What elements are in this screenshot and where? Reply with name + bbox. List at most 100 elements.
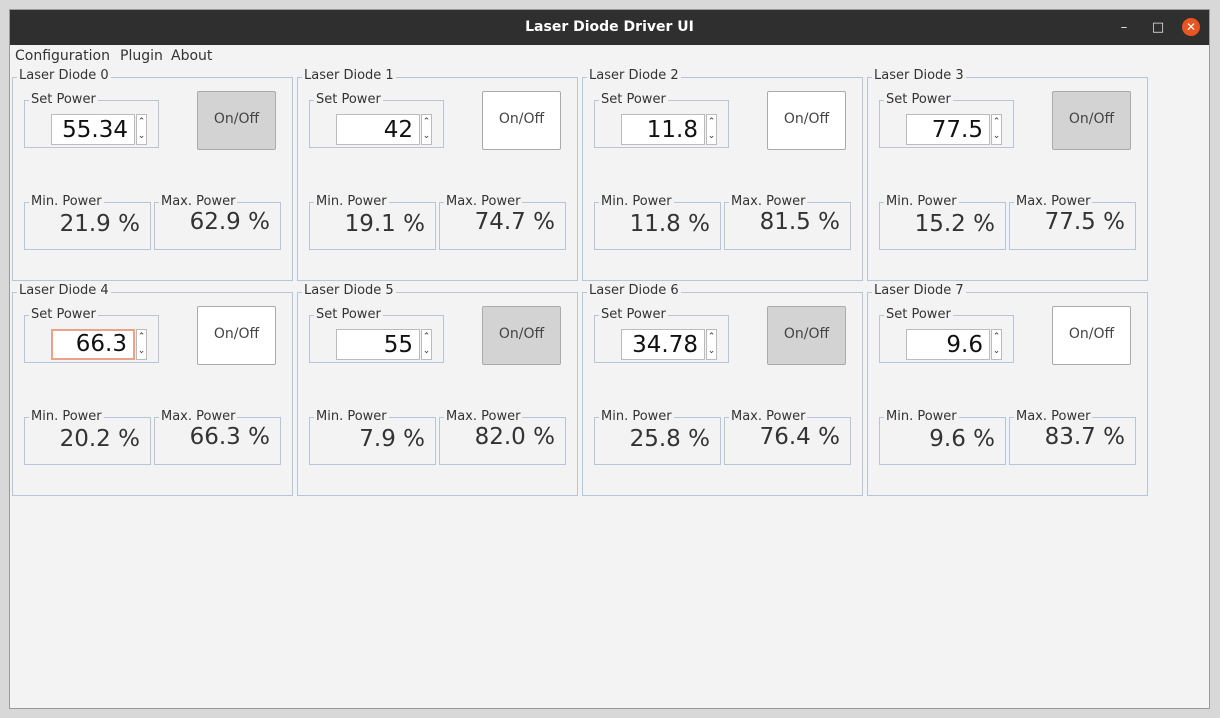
set-power-spinner[interactable]: ⌃ ⌄ bbox=[991, 114, 1002, 145]
set-power-spinner[interactable]: ⌃ ⌄ bbox=[421, 329, 432, 360]
min-power-value: 7.9 % bbox=[359, 426, 425, 452]
onoff-toggle-button[interactable]: On/Off bbox=[482, 306, 561, 365]
title-bar[interactable]: Laser Diode Driver UI – □ ✕ bbox=[10, 10, 1209, 45]
onoff-toggle-button[interactable]: On/Off bbox=[482, 91, 561, 150]
laser-diode-panel-6: Laser Diode 6 Set Power 34.78 ⌃ ⌄ On/Off… bbox=[582, 283, 863, 496]
max-power-group: Max. Power 77.5 % bbox=[1009, 194, 1136, 250]
onoff-toggle-button[interactable]: On/Off bbox=[767, 91, 846, 150]
chevron-down-icon[interactable]: ⌄ bbox=[137, 131, 146, 141]
min-power-label: Min. Power bbox=[314, 409, 389, 424]
set-power-input[interactable]: 34.78 bbox=[621, 329, 705, 360]
set-power-label: Set Power bbox=[314, 307, 383, 322]
close-icon[interactable]: ✕ bbox=[1182, 18, 1200, 36]
set-power-input[interactable]: 11.8 bbox=[621, 114, 705, 145]
max-power-group: Max. Power 83.7 % bbox=[1009, 409, 1136, 465]
chevron-up-icon[interactable]: ⌃ bbox=[137, 117, 146, 127]
max-power-group: Max. Power 66.3 % bbox=[154, 409, 281, 465]
window-title: Laser Diode Driver UI bbox=[525, 19, 694, 35]
set-power-input[interactable]: 66.3 bbox=[51, 329, 135, 360]
max-power-value: 77.5 % bbox=[1044, 209, 1125, 235]
set-power-group: Set Power 42 ⌃ ⌄ bbox=[309, 92, 444, 148]
max-power-value: 82.0 % bbox=[474, 424, 555, 450]
max-power-value: 66.3 % bbox=[189, 424, 270, 450]
onoff-toggle-button[interactable]: On/Off bbox=[1052, 91, 1131, 150]
chevron-up-icon[interactable]: ⌃ bbox=[422, 117, 431, 127]
laser-diode-panel-7: Laser Diode 7 Set Power 9.6 ⌃ ⌄ On/Off M… bbox=[867, 283, 1148, 496]
minimize-icon[interactable]: – bbox=[1120, 20, 1128, 35]
onoff-toggle-button[interactable]: On/Off bbox=[1052, 306, 1131, 365]
chevron-down-icon[interactable]: ⌄ bbox=[707, 131, 716, 141]
laser-diode-panel-0: Laser Diode 0 Set Power 55.34 ⌃ ⌄ On/Off… bbox=[12, 68, 293, 281]
set-power-spinner[interactable]: ⌃ ⌄ bbox=[991, 329, 1002, 360]
set-power-input[interactable]: 55 bbox=[336, 329, 420, 360]
min-power-label: Min. Power bbox=[884, 194, 959, 209]
maximize-icon[interactable]: □ bbox=[1151, 20, 1165, 35]
chevron-up-icon[interactable]: ⌃ bbox=[992, 117, 1001, 127]
chevron-up-icon[interactable]: ⌃ bbox=[992, 332, 1001, 342]
chevron-up-icon[interactable]: ⌃ bbox=[707, 117, 716, 127]
min-power-value: 15.2 % bbox=[914, 211, 995, 237]
set-power-group: Set Power 55.34 ⌃ ⌄ bbox=[24, 92, 159, 148]
max-power-group: Max. Power 81.5 % bbox=[724, 194, 851, 250]
min-power-value: 9.6 % bbox=[929, 426, 995, 452]
max-power-label: Max. Power bbox=[159, 409, 238, 424]
menu-about[interactable]: About bbox=[171, 48, 213, 64]
set-power-label: Set Power bbox=[29, 92, 98, 107]
panel-title: Laser Diode 3 bbox=[872, 68, 966, 83]
set-power-spinner[interactable]: ⌃ ⌄ bbox=[136, 329, 147, 360]
onoff-toggle-button[interactable]: On/Off bbox=[197, 91, 276, 150]
chevron-down-icon[interactable]: ⌄ bbox=[992, 131, 1001, 141]
chevron-down-icon[interactable]: ⌄ bbox=[422, 346, 431, 356]
menu-configuration[interactable]: Configuration bbox=[15, 48, 110, 64]
panel-title: Laser Diode 1 bbox=[302, 68, 396, 83]
max-power-value: 76.4 % bbox=[759, 424, 840, 450]
chevron-up-icon[interactable]: ⌃ bbox=[707, 332, 716, 342]
max-power-group: Max. Power 82.0 % bbox=[439, 409, 566, 465]
min-power-value: 25.8 % bbox=[629, 426, 710, 452]
set-power-label: Set Power bbox=[884, 92, 953, 107]
max-power-value: 62.9 % bbox=[189, 209, 270, 235]
set-power-spinner[interactable]: ⌃ ⌄ bbox=[421, 114, 432, 145]
max-power-group: Max. Power 76.4 % bbox=[724, 409, 851, 465]
onoff-toggle-button[interactable]: On/Off bbox=[767, 306, 846, 365]
chevron-up-icon[interactable]: ⌃ bbox=[137, 332, 146, 342]
max-power-label: Max. Power bbox=[1014, 194, 1093, 209]
min-power-group: Min. Power 7.9 % bbox=[309, 409, 436, 465]
set-power-input[interactable]: 77.5 bbox=[906, 114, 990, 145]
min-power-label: Min. Power bbox=[29, 409, 104, 424]
max-power-label: Max. Power bbox=[729, 409, 808, 424]
laser-diode-panel-4: Laser Diode 4 Set Power 66.3 ⌃ ⌄ On/Off … bbox=[12, 283, 293, 496]
chevron-down-icon[interactable]: ⌄ bbox=[707, 346, 716, 356]
set-power-spinner[interactable]: ⌃ ⌄ bbox=[706, 329, 717, 360]
set-power-spinner[interactable]: ⌃ ⌄ bbox=[136, 114, 147, 145]
min-power-label: Min. Power bbox=[29, 194, 104, 209]
set-power-group: Set Power 66.3 ⌃ ⌄ bbox=[24, 307, 159, 363]
onoff-toggle-button[interactable]: On/Off bbox=[197, 306, 276, 365]
min-power-group: Min. Power 25.8 % bbox=[594, 409, 721, 465]
set-power-label: Set Power bbox=[884, 307, 953, 322]
panel-title: Laser Diode 6 bbox=[587, 283, 681, 298]
min-power-group: Min. Power 19.1 % bbox=[309, 194, 436, 250]
set-power-input[interactable]: 9.6 bbox=[906, 329, 990, 360]
max-power-label: Max. Power bbox=[444, 194, 523, 209]
set-power-label: Set Power bbox=[599, 307, 668, 322]
set-power-input[interactable]: 55.34 bbox=[51, 114, 135, 145]
set-power-group: Set Power 11.8 ⌃ ⌄ bbox=[594, 92, 729, 148]
chevron-up-icon[interactable]: ⌃ bbox=[422, 332, 431, 342]
set-power-group: Set Power 77.5 ⌃ ⌄ bbox=[879, 92, 1014, 148]
panel-title: Laser Diode 5 bbox=[302, 283, 396, 298]
set-power-group: Set Power 9.6 ⌃ ⌄ bbox=[879, 307, 1014, 363]
set-power-input[interactable]: 42 bbox=[336, 114, 420, 145]
min-power-group: Min. Power 15.2 % bbox=[879, 194, 1006, 250]
set-power-spinner[interactable]: ⌃ ⌄ bbox=[706, 114, 717, 145]
menu-bar: Configuration Plugin About bbox=[10, 45, 1209, 69]
min-power-label: Min. Power bbox=[884, 409, 959, 424]
max-power-value: 83.7 % bbox=[1044, 424, 1125, 450]
menu-plugin[interactable]: Plugin bbox=[120, 48, 163, 64]
laser-diode-panel-1: Laser Diode 1 Set Power 42 ⌃ ⌄ On/Off Mi… bbox=[297, 68, 578, 281]
chevron-down-icon[interactable]: ⌄ bbox=[137, 346, 146, 356]
laser-diode-panel-3: Laser Diode 3 Set Power 77.5 ⌃ ⌄ On/Off … bbox=[867, 68, 1148, 281]
chevron-down-icon[interactable]: ⌄ bbox=[422, 131, 431, 141]
max-power-label: Max. Power bbox=[729, 194, 808, 209]
chevron-down-icon[interactable]: ⌄ bbox=[992, 346, 1001, 356]
